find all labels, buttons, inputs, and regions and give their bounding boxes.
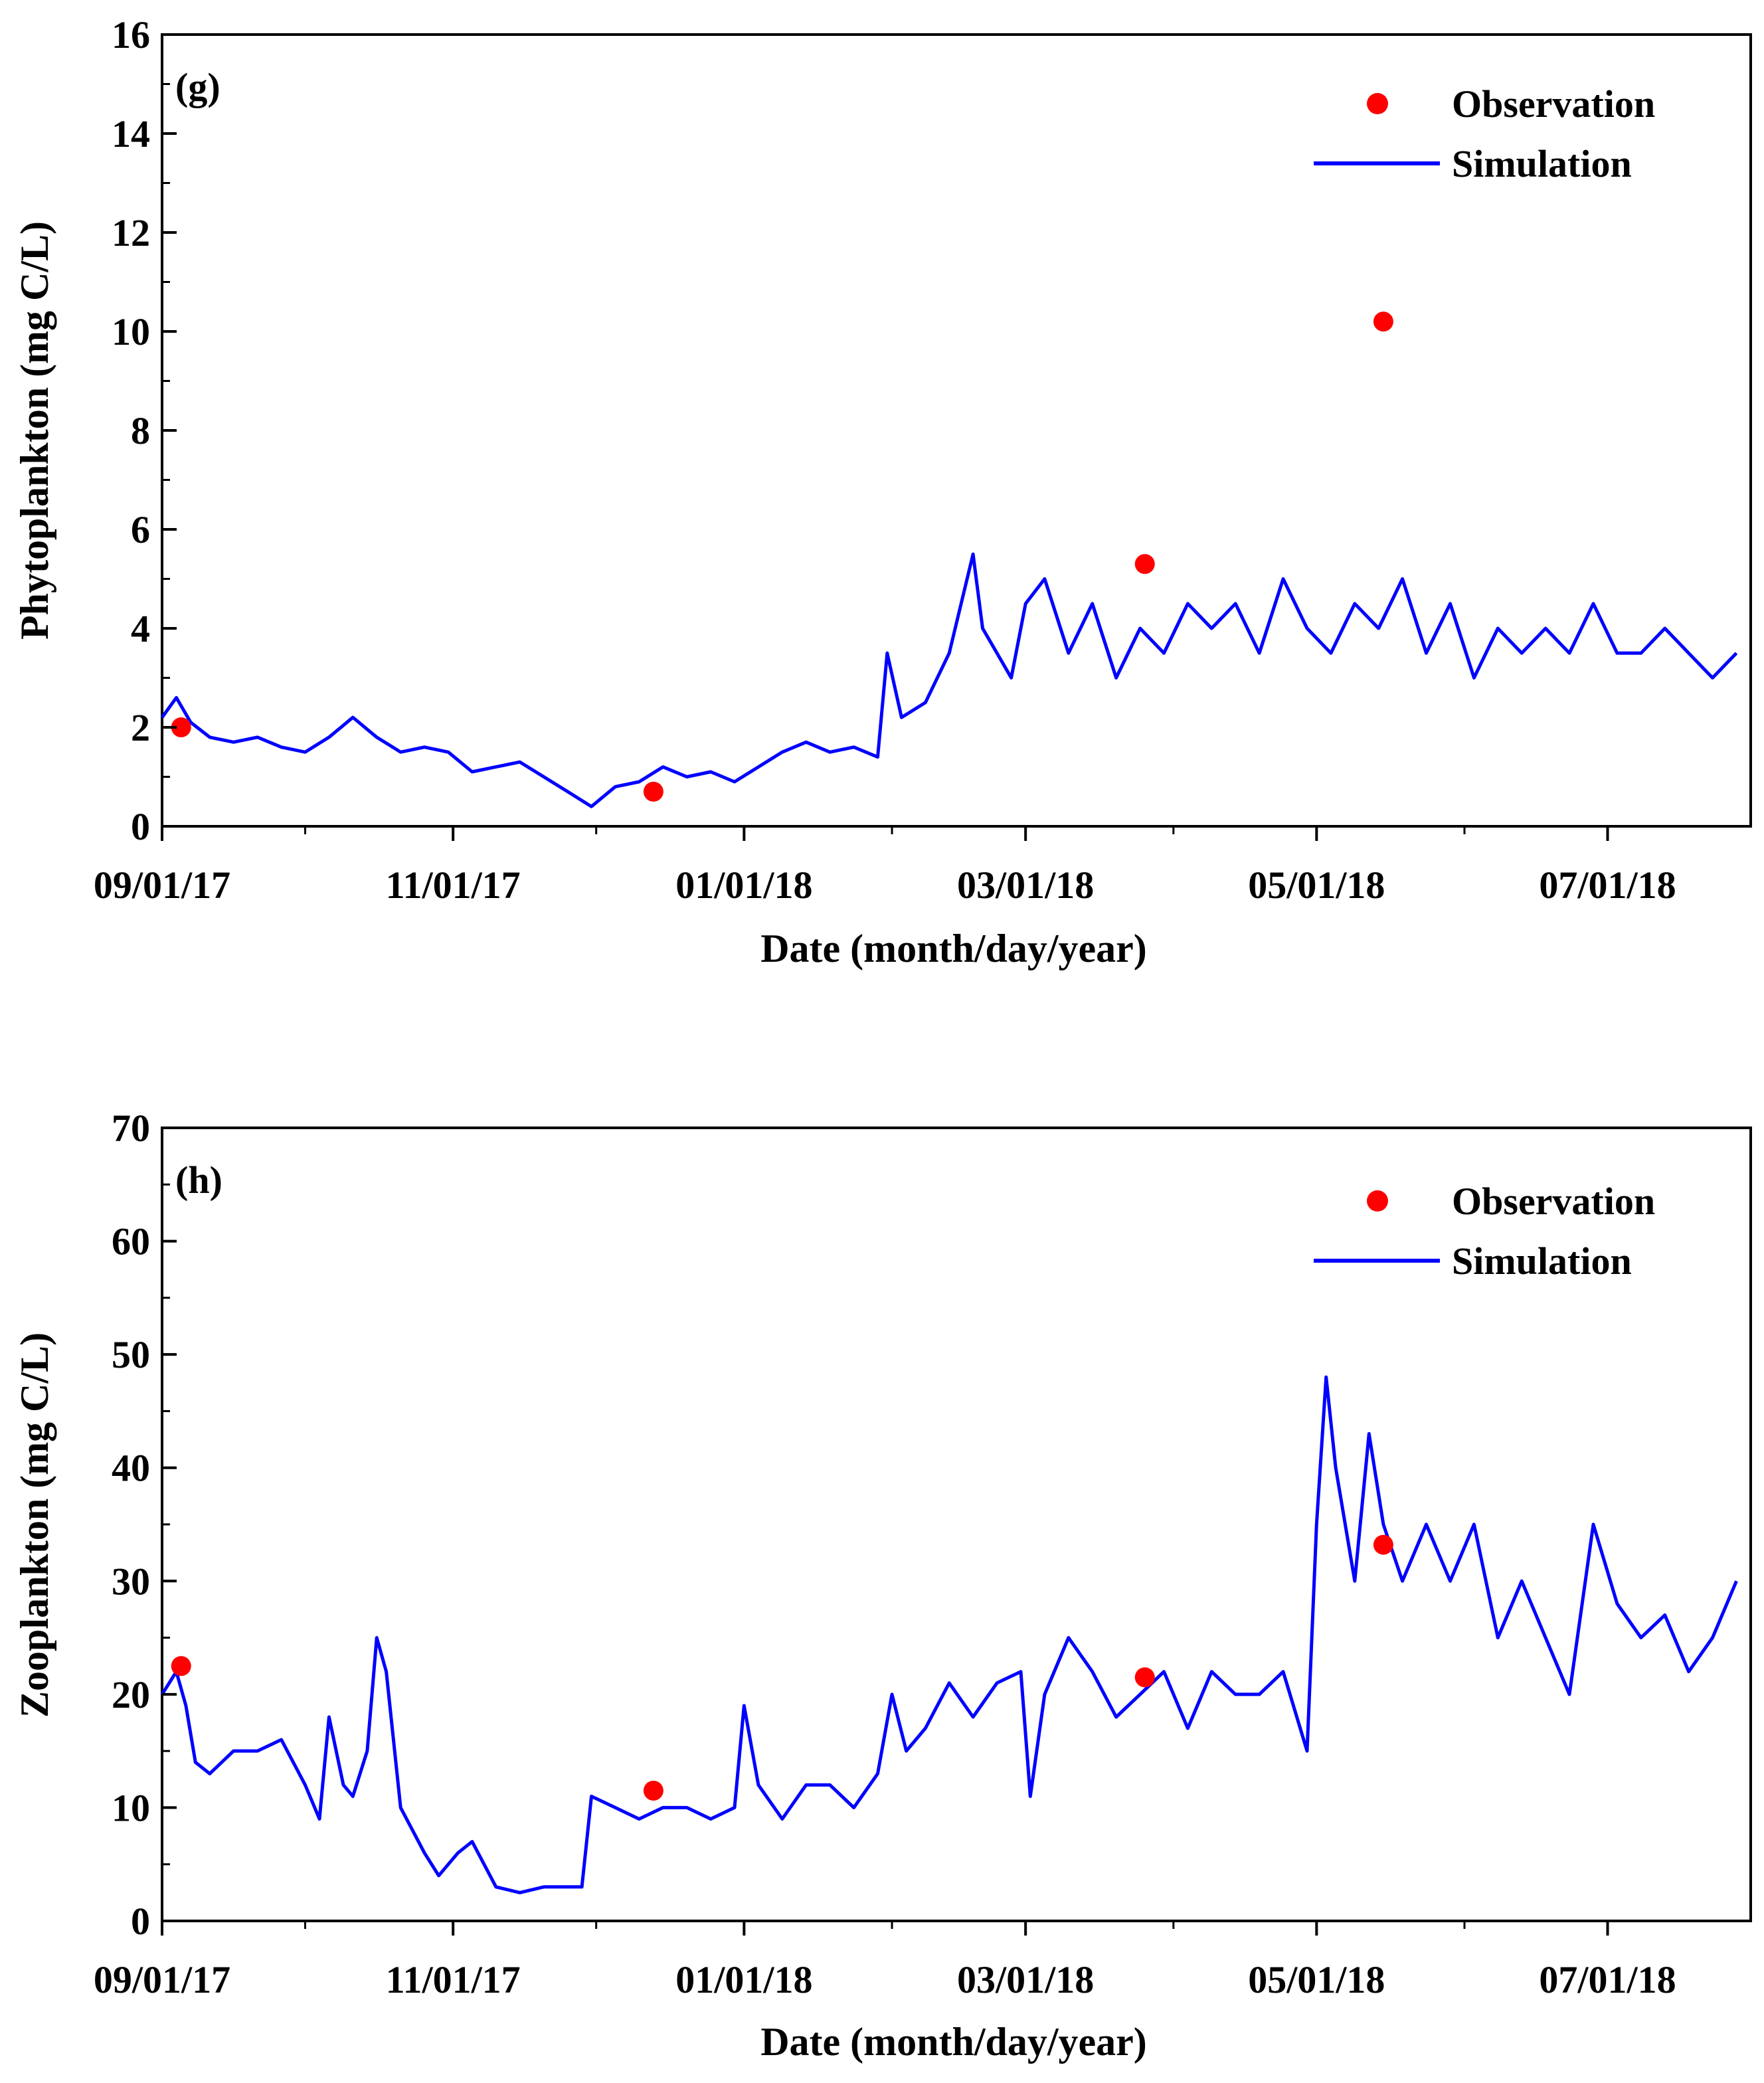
y-tick-label: 10 <box>112 310 150 353</box>
x-tick-label: 09/01/17 <box>94 1958 230 2001</box>
x-tick-label: 07/01/18 <box>1539 1958 1676 2001</box>
legend-observation-marker <box>1367 1190 1388 1212</box>
x-tick-label: 03/01/18 <box>957 1958 1094 2001</box>
data-marks <box>160 312 1738 808</box>
y-tick-label: 2 <box>131 706 150 749</box>
x-axis-title: Date (month/day/year) <box>760 2020 1147 2064</box>
data-marks <box>160 1375 1738 1894</box>
x-tick-label: 07/01/18 <box>1539 863 1676 907</box>
observation-point <box>1134 1667 1155 1688</box>
y-tick-label: 0 <box>131 805 150 848</box>
observation-point <box>643 1780 663 1801</box>
legend-observation-marker <box>1367 93 1388 114</box>
y-tick-label: 4 <box>131 607 150 650</box>
y-tick-label: 0 <box>131 1900 150 1943</box>
axes: 0 2 4 6 8 10 12 14 16 09/01/17 11/01/17 01/01/18 03/… <box>94 13 1676 907</box>
x-tick-label: 11/01/17 <box>386 1958 521 2001</box>
y-tick-label: 40 <box>112 1447 150 1490</box>
zooplankton-panel: 0 10 20 30 40 50 60 70 09/01/17 11/01/17 01/01/18 0… <box>13 1107 1752 2064</box>
observation-point <box>171 717 191 737</box>
panel-label: (h) <box>175 1158 222 1202</box>
y-tick-label: 70 <box>112 1107 150 1150</box>
y-tick-label: 20 <box>112 1673 150 1716</box>
y-tick-label: 14 <box>112 112 150 155</box>
y-tick-label: 30 <box>112 1560 150 1603</box>
legend-simulation-label: Simulation <box>1452 142 1632 185</box>
legend: Observation Simulation <box>1314 1180 1655 1283</box>
legend-observation-label: Observation <box>1452 1180 1655 1223</box>
simulation-line <box>160 1375 1738 1894</box>
x-tick-label: 05/01/18 <box>1248 863 1385 907</box>
x-tick-label: 01/01/18 <box>675 1958 812 2001</box>
y-tick-label: 16 <box>112 13 150 56</box>
simulation-line <box>160 552 1738 808</box>
observation-point <box>1134 554 1155 575</box>
legend-simulation-label: Simulation <box>1452 1239 1632 1283</box>
x-axis-title: Date (month/day/year) <box>760 927 1147 970</box>
observation-point <box>1373 312 1393 332</box>
x-tick-label: 11/01/17 <box>386 863 521 907</box>
observation-point <box>171 1656 191 1676</box>
y-axis-title: Phytoplankton (mg C/L) <box>13 221 56 640</box>
x-tick-label: 01/01/18 <box>675 863 812 907</box>
x-tick-label: 03/01/18 <box>957 863 1094 907</box>
y-tick-label: 12 <box>112 211 150 254</box>
x-tick-label: 09/01/17 <box>94 863 230 907</box>
y-axis-title: Zooplankton (mg C/L) <box>13 1332 56 1718</box>
legend-observation-label: Observation <box>1452 82 1655 126</box>
y-tick-label: 8 <box>131 409 150 452</box>
y-tick-label: 6 <box>131 508 150 551</box>
observation-point <box>643 781 663 802</box>
x-tick-label: 05/01/18 <box>1248 1958 1385 2001</box>
observation-point <box>1373 1534 1393 1555</box>
phytoplankton-panel: 0 2 4 6 8 10 12 14 16 09/01/17 11/01/17 01/01/18 03/… <box>13 13 1752 970</box>
y-tick-label: 10 <box>112 1786 150 1829</box>
y-tick-label: 50 <box>112 1333 150 1376</box>
axes: 0 10 20 30 40 50 60 70 09/01/17 11/01/17 01/01/18 0… <box>94 1107 1676 2001</box>
legend: Observation Simulation <box>1314 82 1655 185</box>
y-tick-label: 60 <box>112 1220 150 1263</box>
panel-label: (g) <box>175 65 220 108</box>
